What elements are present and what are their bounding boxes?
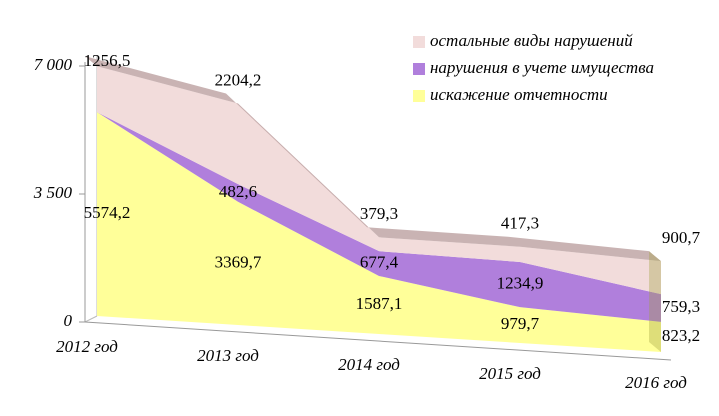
- data-label: 759,3: [662, 297, 700, 316]
- data-label: 482,6: [219, 182, 257, 201]
- data-label: 379,3: [360, 204, 398, 223]
- floor-edge: [84, 315, 98, 323]
- y-tick-label: 7 000: [34, 55, 73, 74]
- data-label: 5574,2: [84, 203, 131, 222]
- area: [97, 66, 661, 295]
- legend-swatch: [413, 36, 425, 48]
- data-label: 1234,9: [497, 273, 544, 292]
- x-tick-label: 2016 год: [625, 373, 687, 392]
- side-face: [649, 251, 661, 352]
- y-tick-label: 3 500: [33, 183, 73, 202]
- legend-label: искажение отчетности: [430, 85, 608, 104]
- x-tick-label: 2013 год: [197, 346, 259, 365]
- data-label: 677,4: [360, 252, 399, 271]
- legend-swatch: [413, 63, 425, 75]
- x-tick-label: 2012 год: [56, 337, 118, 356]
- data-label: 1587,1: [356, 294, 403, 313]
- data-label: 900,7: [662, 228, 701, 247]
- x-tick-label: 2014 год: [338, 355, 400, 374]
- area: [97, 112, 661, 322]
- legend-swatch: [413, 90, 425, 102]
- top-face: [85, 56, 661, 262]
- legend-label: нарушения в учете имущества: [430, 58, 654, 77]
- x-tick-label: 2015 год: [479, 364, 541, 383]
- area: [97, 112, 661, 352]
- data-label: 1256,5: [84, 51, 131, 70]
- legend-label: остальные виды нарушений: [430, 31, 633, 50]
- x-axis: [84, 321, 672, 361]
- data-label: 417,3: [501, 214, 539, 233]
- data-label: 2204,2: [215, 70, 262, 89]
- data-label: 823,2: [662, 326, 700, 345]
- y-tick-label: 0: [64, 311, 73, 330]
- data-label: 979,7: [501, 314, 540, 333]
- data-label: 3369,7: [215, 252, 262, 271]
